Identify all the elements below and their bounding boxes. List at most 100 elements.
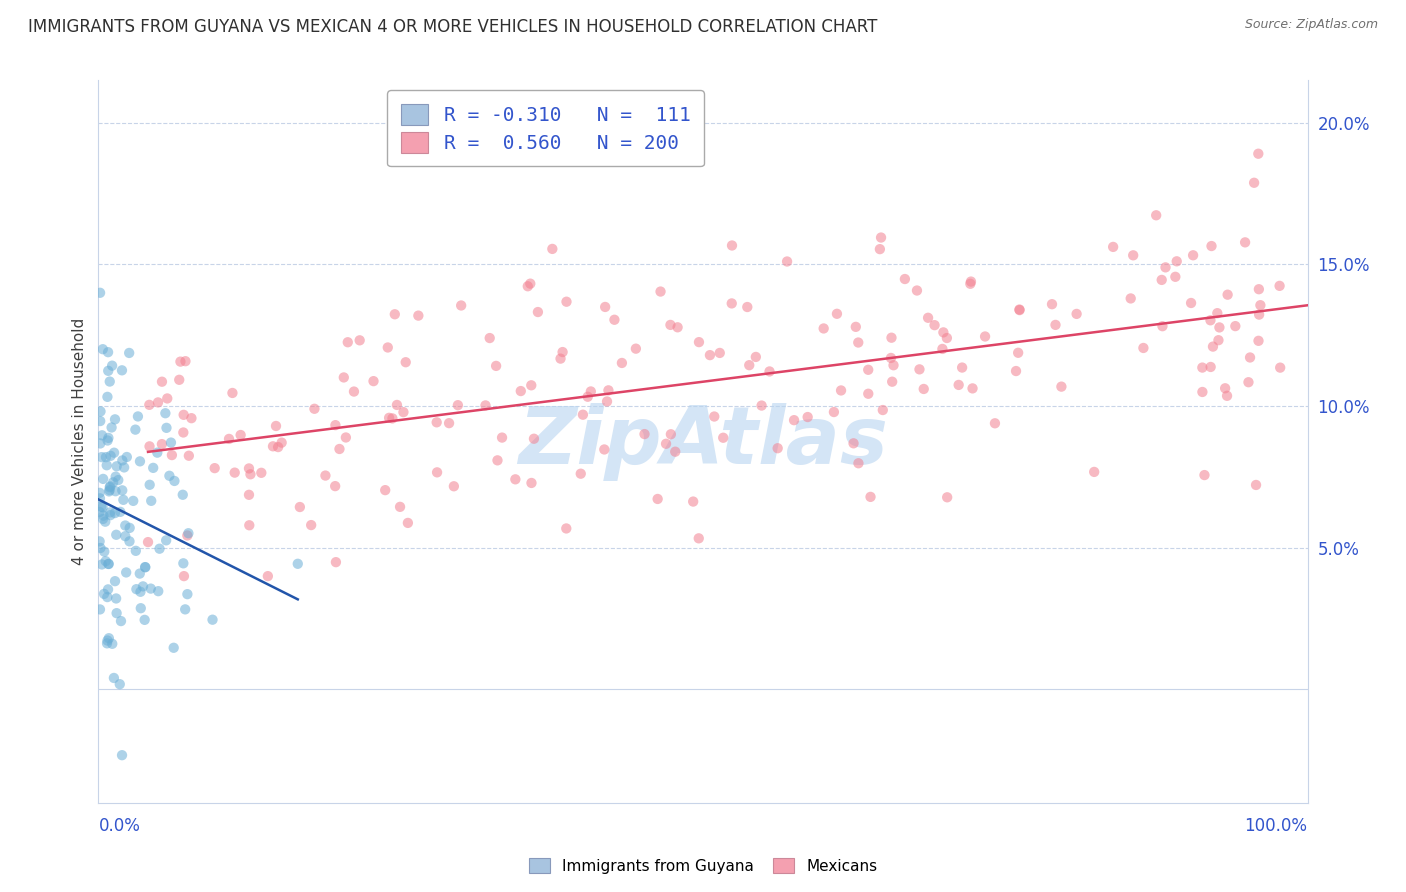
Point xyxy=(776,254,799,268)
Point xyxy=(89,541,111,555)
Point xyxy=(250,466,273,480)
Point xyxy=(655,437,678,451)
Point xyxy=(224,466,246,480)
Point xyxy=(160,448,183,462)
Point xyxy=(142,461,165,475)
Point xyxy=(155,533,177,548)
Point xyxy=(426,415,449,429)
Point xyxy=(148,541,170,556)
Point xyxy=(1083,465,1105,479)
Point xyxy=(647,491,669,506)
Point xyxy=(579,384,602,399)
Point xyxy=(105,528,128,542)
Point xyxy=(105,459,128,474)
Point xyxy=(138,477,160,491)
Point xyxy=(703,409,725,424)
Point xyxy=(115,450,138,464)
Point xyxy=(610,356,633,370)
Point xyxy=(474,398,496,412)
Point xyxy=(1050,379,1073,393)
Text: 0.0%: 0.0% xyxy=(98,817,141,835)
Point xyxy=(1206,306,1229,320)
Point xyxy=(150,437,173,451)
Point xyxy=(100,420,122,434)
Point xyxy=(1191,360,1213,375)
Point xyxy=(905,284,928,298)
Point xyxy=(924,318,946,333)
Point xyxy=(104,484,127,499)
Point xyxy=(105,591,128,606)
Point xyxy=(239,467,262,482)
Point xyxy=(426,466,449,480)
Point xyxy=(89,436,111,450)
Point xyxy=(325,418,347,433)
Point xyxy=(447,398,470,412)
Point xyxy=(396,516,419,530)
Point xyxy=(1152,319,1174,334)
Point xyxy=(98,508,121,523)
Point xyxy=(172,425,194,440)
Point xyxy=(948,378,970,392)
Point xyxy=(97,631,120,645)
Point xyxy=(105,606,128,620)
Point xyxy=(908,362,931,376)
Point xyxy=(783,413,806,427)
Point xyxy=(141,493,163,508)
Text: ZipAtlas: ZipAtlas xyxy=(517,402,889,481)
Point xyxy=(1243,176,1265,190)
Point xyxy=(89,602,111,616)
Point xyxy=(576,390,599,404)
Point xyxy=(1199,359,1222,374)
Point xyxy=(830,384,852,398)
Point xyxy=(935,331,957,345)
Point xyxy=(1247,334,1270,348)
Point xyxy=(174,354,197,368)
Point xyxy=(101,359,124,373)
Point xyxy=(129,601,152,615)
Point xyxy=(156,392,179,406)
Point xyxy=(221,386,243,401)
Point xyxy=(1244,478,1267,492)
Point xyxy=(104,469,127,483)
Point xyxy=(1191,384,1213,399)
Point xyxy=(103,671,125,685)
Point xyxy=(97,345,120,359)
Point xyxy=(1008,303,1031,318)
Point xyxy=(869,242,891,256)
Point xyxy=(176,587,198,601)
Point xyxy=(624,342,647,356)
Point xyxy=(128,566,150,581)
Point xyxy=(1007,345,1029,359)
Point xyxy=(1247,282,1270,296)
Point xyxy=(738,358,761,372)
Point xyxy=(569,467,592,481)
Point xyxy=(555,521,578,535)
Point xyxy=(1247,146,1270,161)
Point xyxy=(96,458,118,473)
Point xyxy=(1201,239,1223,253)
Point xyxy=(110,614,132,628)
Point xyxy=(349,334,371,348)
Point xyxy=(136,535,159,549)
Point xyxy=(541,242,564,256)
Point xyxy=(1132,341,1154,355)
Point xyxy=(98,480,121,494)
Point xyxy=(177,449,200,463)
Point xyxy=(299,518,322,533)
Point xyxy=(97,434,120,448)
Point xyxy=(385,398,408,412)
Point xyxy=(91,342,114,356)
Point xyxy=(328,442,350,456)
Point xyxy=(101,475,124,490)
Point xyxy=(699,348,721,362)
Point xyxy=(450,298,472,312)
Point xyxy=(1122,248,1144,262)
Point xyxy=(758,364,780,378)
Point xyxy=(1216,287,1239,301)
Point xyxy=(97,582,120,597)
Point xyxy=(176,528,198,542)
Point xyxy=(89,285,111,300)
Point xyxy=(478,331,501,345)
Point xyxy=(155,406,177,420)
Point xyxy=(1208,333,1230,347)
